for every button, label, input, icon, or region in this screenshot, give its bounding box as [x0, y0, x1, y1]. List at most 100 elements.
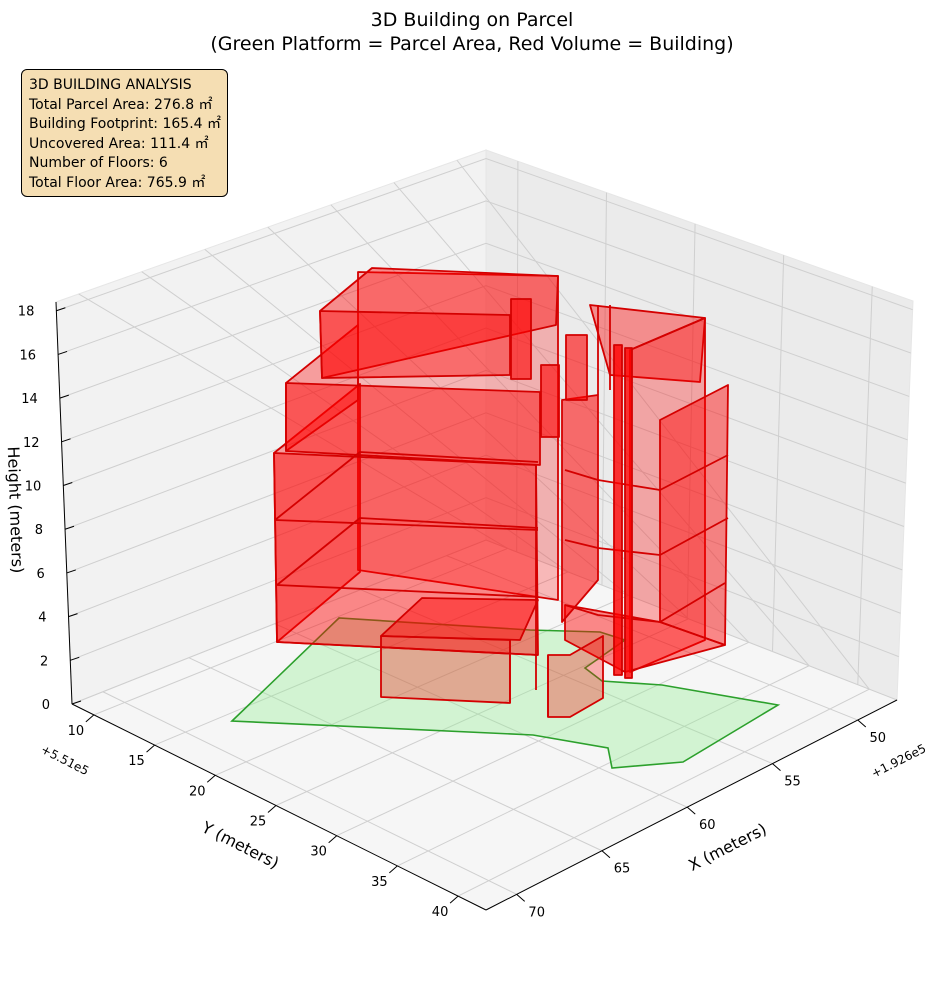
z-tick — [66, 569, 76, 574]
info-line-floors: Number of Floors: 6 — [29, 155, 168, 172]
x-gridline — [360, 589, 773, 765]
z-gridline — [61, 285, 908, 443]
z-tick — [68, 613, 78, 618]
x-gridline — [274, 623, 688, 808]
x-tick-label: 50 — [870, 731, 887, 746]
info-line-parcel-area: Total Parcel Area: 276.8 ㎡ — [29, 96, 213, 113]
top-block-front — [319, 310, 511, 379]
sliver-wall — [624, 347, 633, 679]
x-tick — [686, 806, 696, 815]
x-tick-label: 65 — [614, 862, 631, 877]
sliver-wall — [613, 344, 623, 676]
grid-lines — [56, 157, 913, 897]
y-tick-label: 25 — [250, 814, 267, 829]
z-tick-label: 2 — [40, 654, 48, 669]
y-tick-label: 30 — [310, 845, 327, 860]
z-tick-label: 0 — [42, 698, 50, 713]
z-gridline — [64, 369, 905, 530]
y-axis-line — [71, 703, 487, 911]
z-tick — [56, 307, 66, 312]
z-tick — [71, 700, 82, 705]
z-tick-label: 10 — [25, 480, 42, 495]
z-tick-label: 18 — [18, 305, 35, 320]
x-gridline — [686, 223, 696, 619]
y-axis-label: Y (meters) — [198, 817, 282, 872]
z-tick-label: 6 — [37, 567, 45, 582]
upper-front-face — [285, 382, 541, 466]
info-line-footprint: Building Footprint: 165.4 ㎡ — [29, 116, 222, 133]
y-tick — [206, 774, 216, 783]
z-tick-label: 8 — [35, 523, 43, 538]
z-gridline — [59, 242, 910, 399]
ticks: 0 2 4 6 8 10 12 14 16 18 10 15 20 25 30 35 40 50 55 60 65 70 — [18, 305, 886, 921]
z-gridline — [66, 412, 903, 574]
floor-line — [276, 641, 539, 656]
z-gridline — [71, 539, 898, 705]
y-gridline — [456, 159, 870, 690]
y-tick — [389, 865, 398, 874]
y-gridline — [457, 688, 870, 897]
z-gridline — [57, 200, 912, 355]
entrance-front — [380, 635, 511, 704]
y-gridline — [141, 271, 569, 573]
x-gridline — [102, 691, 517, 895]
x-gridline — [188, 657, 603, 852]
x-tick-label: 55 — [784, 775, 801, 790]
y-gridline — [154, 571, 569, 746]
floor-line — [629, 317, 706, 351]
z-gridline — [70, 497, 899, 661]
z-tick — [64, 525, 75, 530]
z-gridline — [68, 454, 901, 618]
x-gridline — [772, 255, 785, 652]
y-tick-label: 20 — [189, 784, 206, 799]
y-tick-label: 40 — [432, 905, 449, 920]
z-tick-label: 14 — [21, 392, 38, 407]
z-tick — [63, 482, 73, 486]
z-tick-label: 4 — [38, 611, 46, 626]
y-tick-label: 15 — [128, 754, 145, 769]
z-tick — [57, 350, 68, 355]
x-tick-label: 70 — [528, 905, 545, 920]
building-volume — [273, 267, 729, 718]
info-heading: 3D BUILDING ANALYSIS — [29, 77, 192, 93]
y-tick-label: 35 — [371, 875, 388, 890]
sliver-wall — [565, 334, 588, 401]
info-line-uncovered: Uncovered Area: 111.4 ㎡ — [29, 135, 209, 152]
parcel-platform — [230, 617, 781, 769]
sliver-wall — [510, 298, 532, 380]
x-tick-label: 60 — [699, 818, 716, 833]
chart-title: 3D Building on Parcel — [371, 9, 574, 31]
z-axis-label: Height (meters) — [4, 446, 27, 574]
z-gridline — [56, 157, 913, 312]
y-gridline — [93, 547, 508, 716]
right-wing-lower — [564, 604, 726, 673]
axis-lines — [55, 301, 898, 911]
x-gridline — [601, 192, 607, 586]
x-tick — [857, 719, 867, 728]
z-tick — [61, 438, 71, 443]
y-gridline — [393, 182, 810, 667]
y-tick — [267, 805, 277, 813]
z-tick-label: 12 — [23, 436, 40, 451]
chart-subtitle: (Green Platform = Parcel Area, Red Volum… — [210, 33, 733, 55]
floor-line — [276, 517, 539, 586]
y-tick-label: 10 — [68, 724, 85, 739]
z-tick — [70, 656, 80, 661]
building-analysis-box: 3D BUILDING ANALYSIS Total Parcel Area: … — [21, 69, 228, 197]
z-tick-label: 16 — [20, 348, 37, 363]
y-offset-label: +5.51e5 — [39, 742, 92, 778]
x-gridline — [857, 286, 873, 685]
y-tick — [85, 714, 95, 723]
y-gridline — [78, 293, 508, 549]
y-tick — [449, 895, 459, 904]
z-tick — [59, 394, 69, 399]
building-back-face — [357, 271, 559, 601]
sliver-wall — [540, 364, 560, 438]
floor-line — [274, 451, 539, 521]
y-gridline — [215, 594, 629, 776]
floor-line — [276, 584, 539, 598]
x-offset-label: +1.926e5 — [869, 741, 928, 780]
x-tick — [772, 763, 781, 771]
x-gridline — [446, 555, 858, 721]
